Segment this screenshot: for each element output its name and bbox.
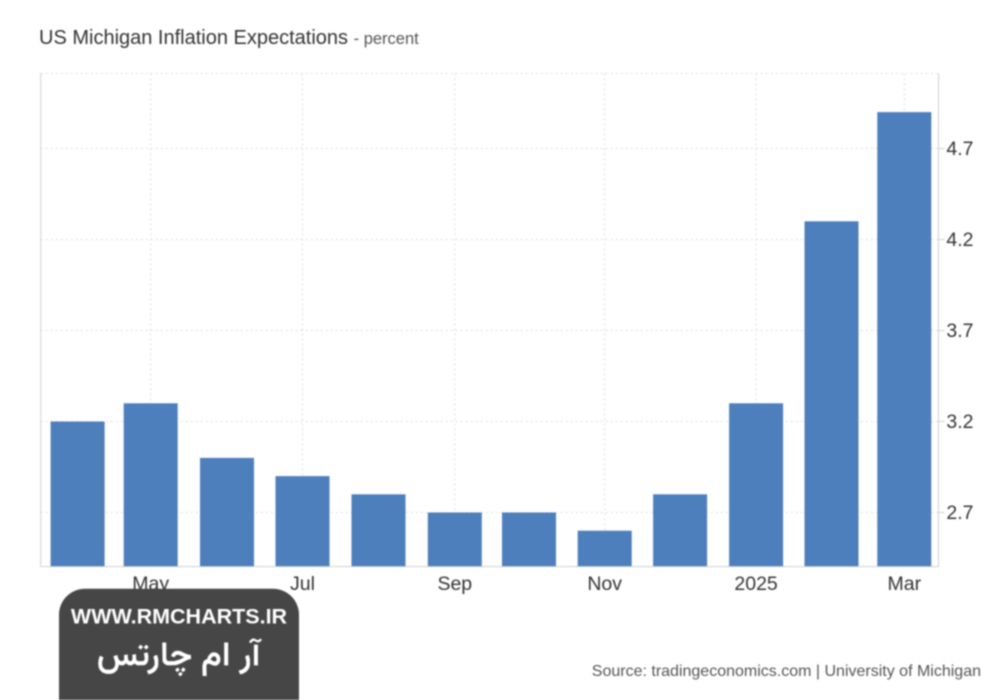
svg-text:2025: 2025 <box>734 573 778 595</box>
svg-text:3.2: 3.2 <box>946 411 973 433</box>
svg-text:2.7: 2.7 <box>946 502 973 524</box>
svg-text:Nov: Nov <box>587 573 622 595</box>
svg-text:4.2: 4.2 <box>946 229 973 251</box>
svg-text:4.7: 4.7 <box>946 138 973 160</box>
svg-text:3.7: 3.7 <box>946 320 973 342</box>
svg-text:Jul: Jul <box>290 573 315 595</box>
svg-text:Sep: Sep <box>437 573 472 595</box>
svg-text:WWW.RMCHARTS.IR: WWW.RMCHARTS.IR <box>71 605 288 629</box>
svg-text:Mar: Mar <box>888 573 922 595</box>
